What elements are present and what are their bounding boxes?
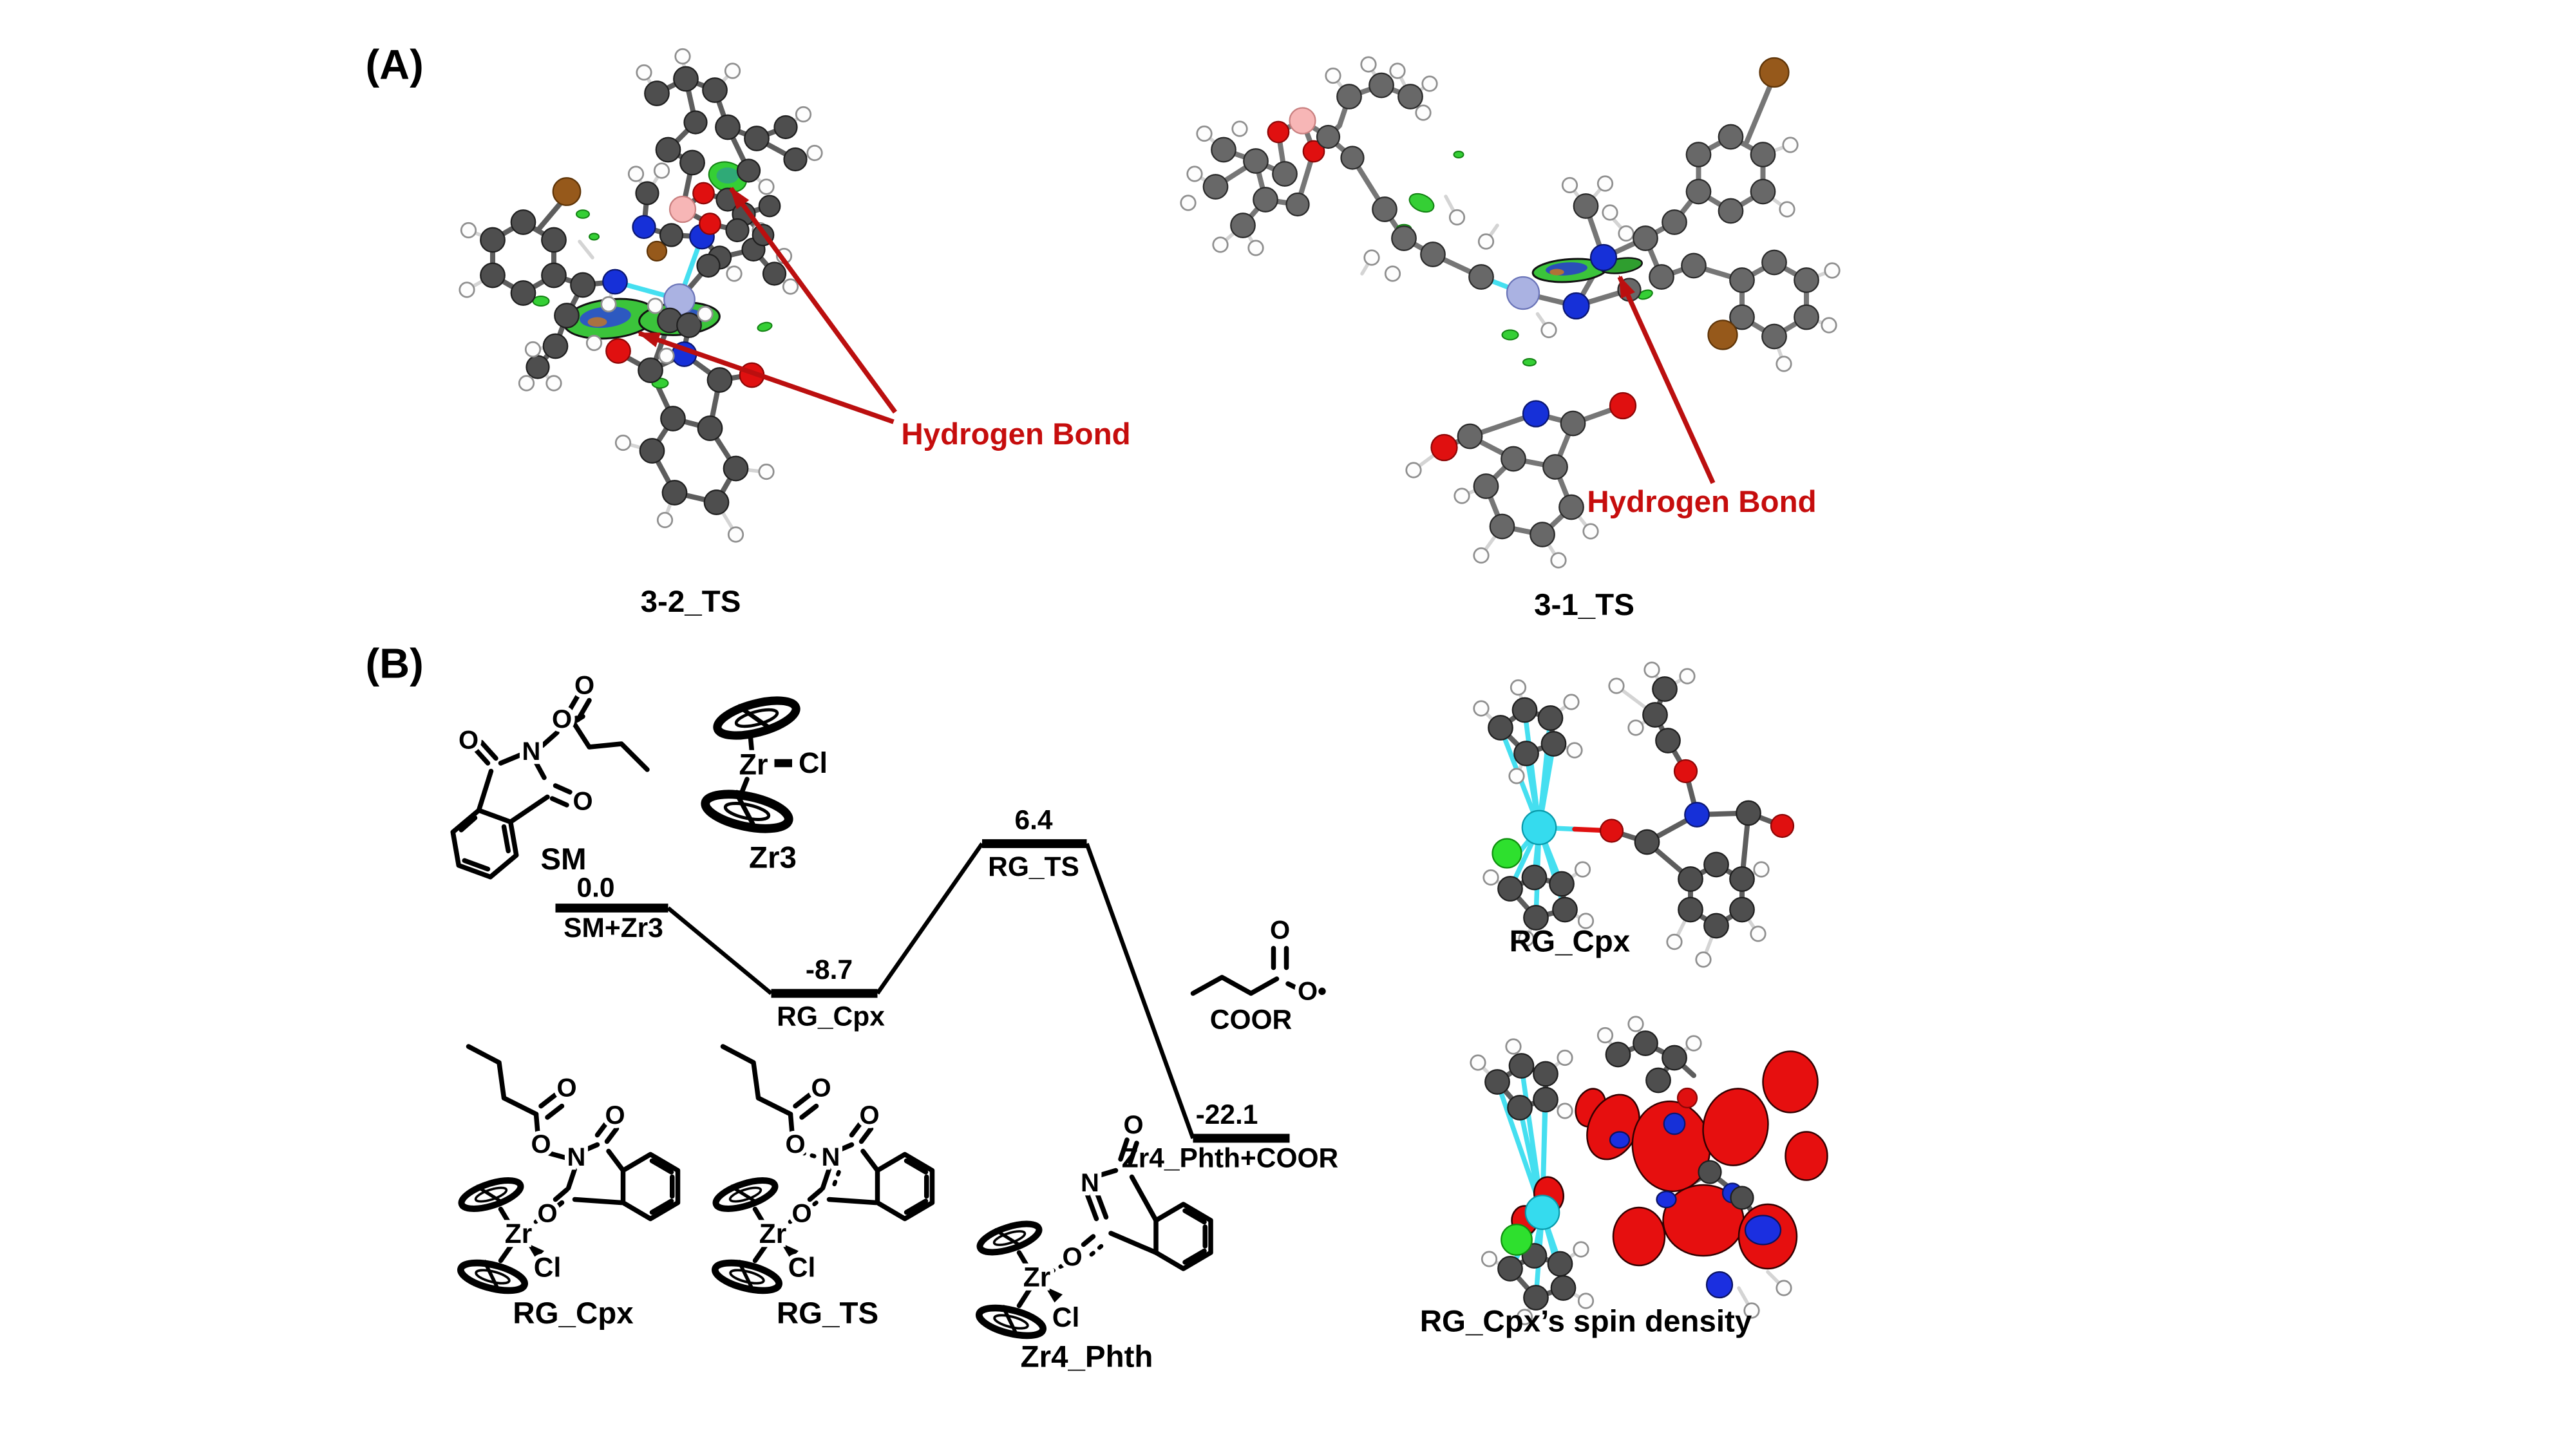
rgcpx-o-acyl: O [556, 1074, 576, 1103]
caption-spin-density: RG_Cpx’s spin density [1420, 1305, 1752, 1339]
state-sm-zr3: SM+Zr3 [564, 913, 663, 943]
molecule-3-1ts-rendering [1180, 56, 1841, 569]
molecule-spin-density-rendering: RG_Cpx’s spin density [1420, 1016, 1828, 1339]
caption-zr3: Zr3 [749, 841, 797, 875]
caption-rg-cpx-3d: RG_Cpx [1510, 925, 1631, 959]
structure-zr3: Zr Cl Zr3 [702, 691, 831, 875]
energy-profile: 0.0 SM+Zr3 -8.7 RG_Cpx 6.4 RG_TS -22.1 Z… [555, 806, 1339, 1174]
rgts-o-acyl: O [811, 1074, 831, 1103]
state-zr4-phth: Zr4_Phth+COOR [1122, 1144, 1339, 1174]
zr4-o-coord: O [1062, 1243, 1082, 1271]
rgcpx-o-coord: O [537, 1200, 557, 1228]
sm-o-acyl: O [574, 672, 594, 700]
molecule-rg-cpx-rendering: RG_Cpx [1473, 661, 1795, 968]
structure-rg-cpx: O O N O O Zr Cl RG_Cpx [458, 1044, 681, 1331]
structure-zr4-phth: N O O Zr Cl Zr4_Phth [976, 1107, 1213, 1374]
zr4-o-top: O [1123, 1111, 1143, 1139]
caption-coor: COOR [1210, 1005, 1293, 1036]
structure-rg-ts: O O N O O Zr Cl RG_TS [712, 1044, 935, 1331]
state-rg-cpx: RG_Cpx [777, 1002, 885, 1032]
panel-b: (B) 0.0 SM+Zr3 -8.7 RG_Cpx 6.4 RG_TS -22… [366, 640, 1828, 1374]
sm-o1: O [459, 726, 478, 755]
rgts-o-top: O [859, 1101, 879, 1130]
energy-rg-cpx: -8.7 [806, 955, 853, 985]
structure-coor: O O• COOR [1190, 912, 1331, 1036]
energy-rg-ts: 6.4 [1014, 806, 1052, 836]
sm-n: N [522, 737, 541, 766]
hydrogen-bond-label-right: Hydrogen Bond [1587, 485, 1816, 519]
rgts-cl: Cl [788, 1253, 816, 1283]
rgts-n: N [822, 1143, 840, 1171]
energy-sm-zr3: 0.0 [576, 873, 614, 904]
caption-rg-ts-struct: RG_TS [777, 1296, 878, 1331]
hydrogen-bond-arrow-left-2 [637, 330, 895, 424]
hydrogen-bond-arrow-left-1 [728, 187, 898, 414]
panel-a-tag: (A) [366, 41, 424, 88]
hydrogen-bond-label-left: Hydrogen Bond [901, 417, 1130, 451]
hydrogen-bond-arrow-right [1617, 275, 1716, 484]
zr4-n: N [1081, 1169, 1099, 1197]
coor-o: O [1270, 916, 1290, 945]
rgts-zr: Zr [759, 1219, 787, 1249]
coor-o-radical: O• [1298, 978, 1327, 1006]
caption-3-2ts: 3-2_TS [641, 585, 741, 619]
rgts-o-ester: O [785, 1130, 805, 1159]
hydrogen-bond-arrows [637, 187, 1716, 484]
panel-a: (A) [366, 41, 1841, 622]
rgcpx-n: N [567, 1143, 586, 1171]
spin-density-lobes [1511, 1050, 1828, 1299]
caption-sm: SM [540, 842, 586, 876]
sm-o2: O [573, 788, 592, 816]
structure-sm: O N O O O SM [450, 667, 650, 880]
zr3-cl: Cl [799, 746, 828, 779]
sm-o-ester: O [552, 705, 572, 734]
caption-3-1ts: 3-1_TS [1534, 588, 1634, 622]
rgcpx-cl: Cl [534, 1253, 562, 1283]
zr4-cl: Cl [1052, 1303, 1080, 1333]
zr4-zr: Zr [1023, 1263, 1051, 1293]
hbond-disc-right [1531, 258, 1608, 283]
rgcpx-zr: Zr [505, 1219, 533, 1249]
rgcpx-o-top: O [605, 1101, 625, 1130]
rgts-o-coord: O [791, 1200, 811, 1228]
caption-zr4-phth-struct: Zr4_Phth [1021, 1340, 1153, 1374]
rgcpx-o-ester: O [531, 1130, 551, 1159]
caption-rg-cpx-struct: RG_Cpx [513, 1296, 634, 1331]
energy-zr4-phth: -22.1 [1196, 1100, 1258, 1130]
zr3-zr: Zr [739, 748, 768, 781]
molecule-3-2ts-rendering [459, 48, 823, 543]
state-rg-ts: RG_TS [988, 852, 1079, 882]
panel-b-tag: (B) [366, 640, 424, 687]
